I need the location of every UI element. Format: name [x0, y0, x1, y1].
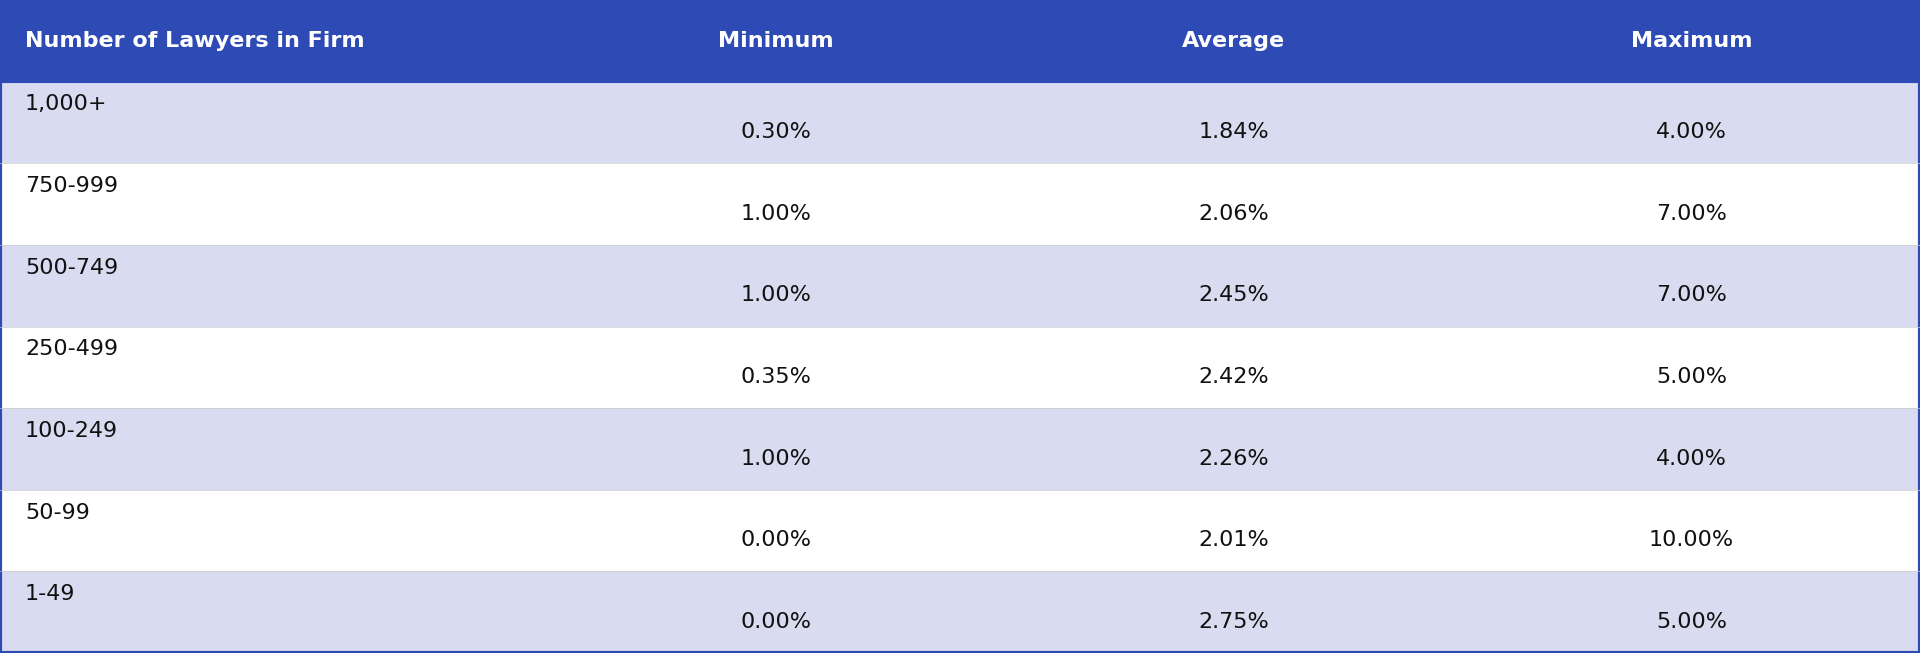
Text: 4.00%: 4.00% [1657, 449, 1726, 469]
Bar [0, 490, 1920, 571]
Bar [0, 0, 1920, 82]
Text: 5.00%: 5.00% [1657, 367, 1726, 387]
Text: 100-249: 100-249 [25, 421, 119, 441]
Text: 10.00%: 10.00% [1649, 530, 1734, 550]
Text: 2.01%: 2.01% [1198, 530, 1269, 550]
Text: 2.42%: 2.42% [1198, 367, 1269, 387]
Text: Average: Average [1183, 31, 1284, 51]
Text: 0.30%: 0.30% [741, 122, 810, 142]
Bar [0, 408, 1920, 490]
Bar [0, 326, 1920, 408]
Text: 500-749: 500-749 [25, 258, 119, 278]
Text: 5.00%: 5.00% [1657, 612, 1726, 632]
Text: 1-49: 1-49 [25, 584, 75, 604]
Text: 50-99: 50-99 [25, 503, 90, 522]
Text: 2.26%: 2.26% [1198, 449, 1269, 469]
Text: 0.35%: 0.35% [741, 367, 810, 387]
Bar [0, 245, 1920, 326]
Text: 2.06%: 2.06% [1198, 204, 1269, 224]
Text: 250-499: 250-499 [25, 340, 119, 359]
Text: 2.75%: 2.75% [1198, 612, 1269, 632]
Text: Maximum: Maximum [1630, 31, 1753, 51]
Bar [0, 82, 1920, 163]
Text: 750-999: 750-999 [25, 176, 119, 196]
Text: 1,000+: 1,000+ [25, 95, 108, 114]
Bar [0, 163, 1920, 245]
Text: 7.00%: 7.00% [1657, 285, 1726, 306]
Text: Number of Lawyers in Firm: Number of Lawyers in Firm [25, 31, 365, 51]
Text: 2.45%: 2.45% [1198, 285, 1269, 306]
Text: 7.00%: 7.00% [1657, 204, 1726, 224]
Text: 0.00%: 0.00% [741, 530, 810, 550]
Text: 1.00%: 1.00% [741, 285, 810, 306]
Text: Minimum: Minimum [718, 31, 833, 51]
Text: 0.00%: 0.00% [741, 612, 810, 632]
Text: 1.00%: 1.00% [741, 449, 810, 469]
Text: 1.00%: 1.00% [741, 204, 810, 224]
Bar [0, 571, 1920, 653]
Text: 1.84%: 1.84% [1198, 122, 1269, 142]
Text: 4.00%: 4.00% [1657, 122, 1726, 142]
